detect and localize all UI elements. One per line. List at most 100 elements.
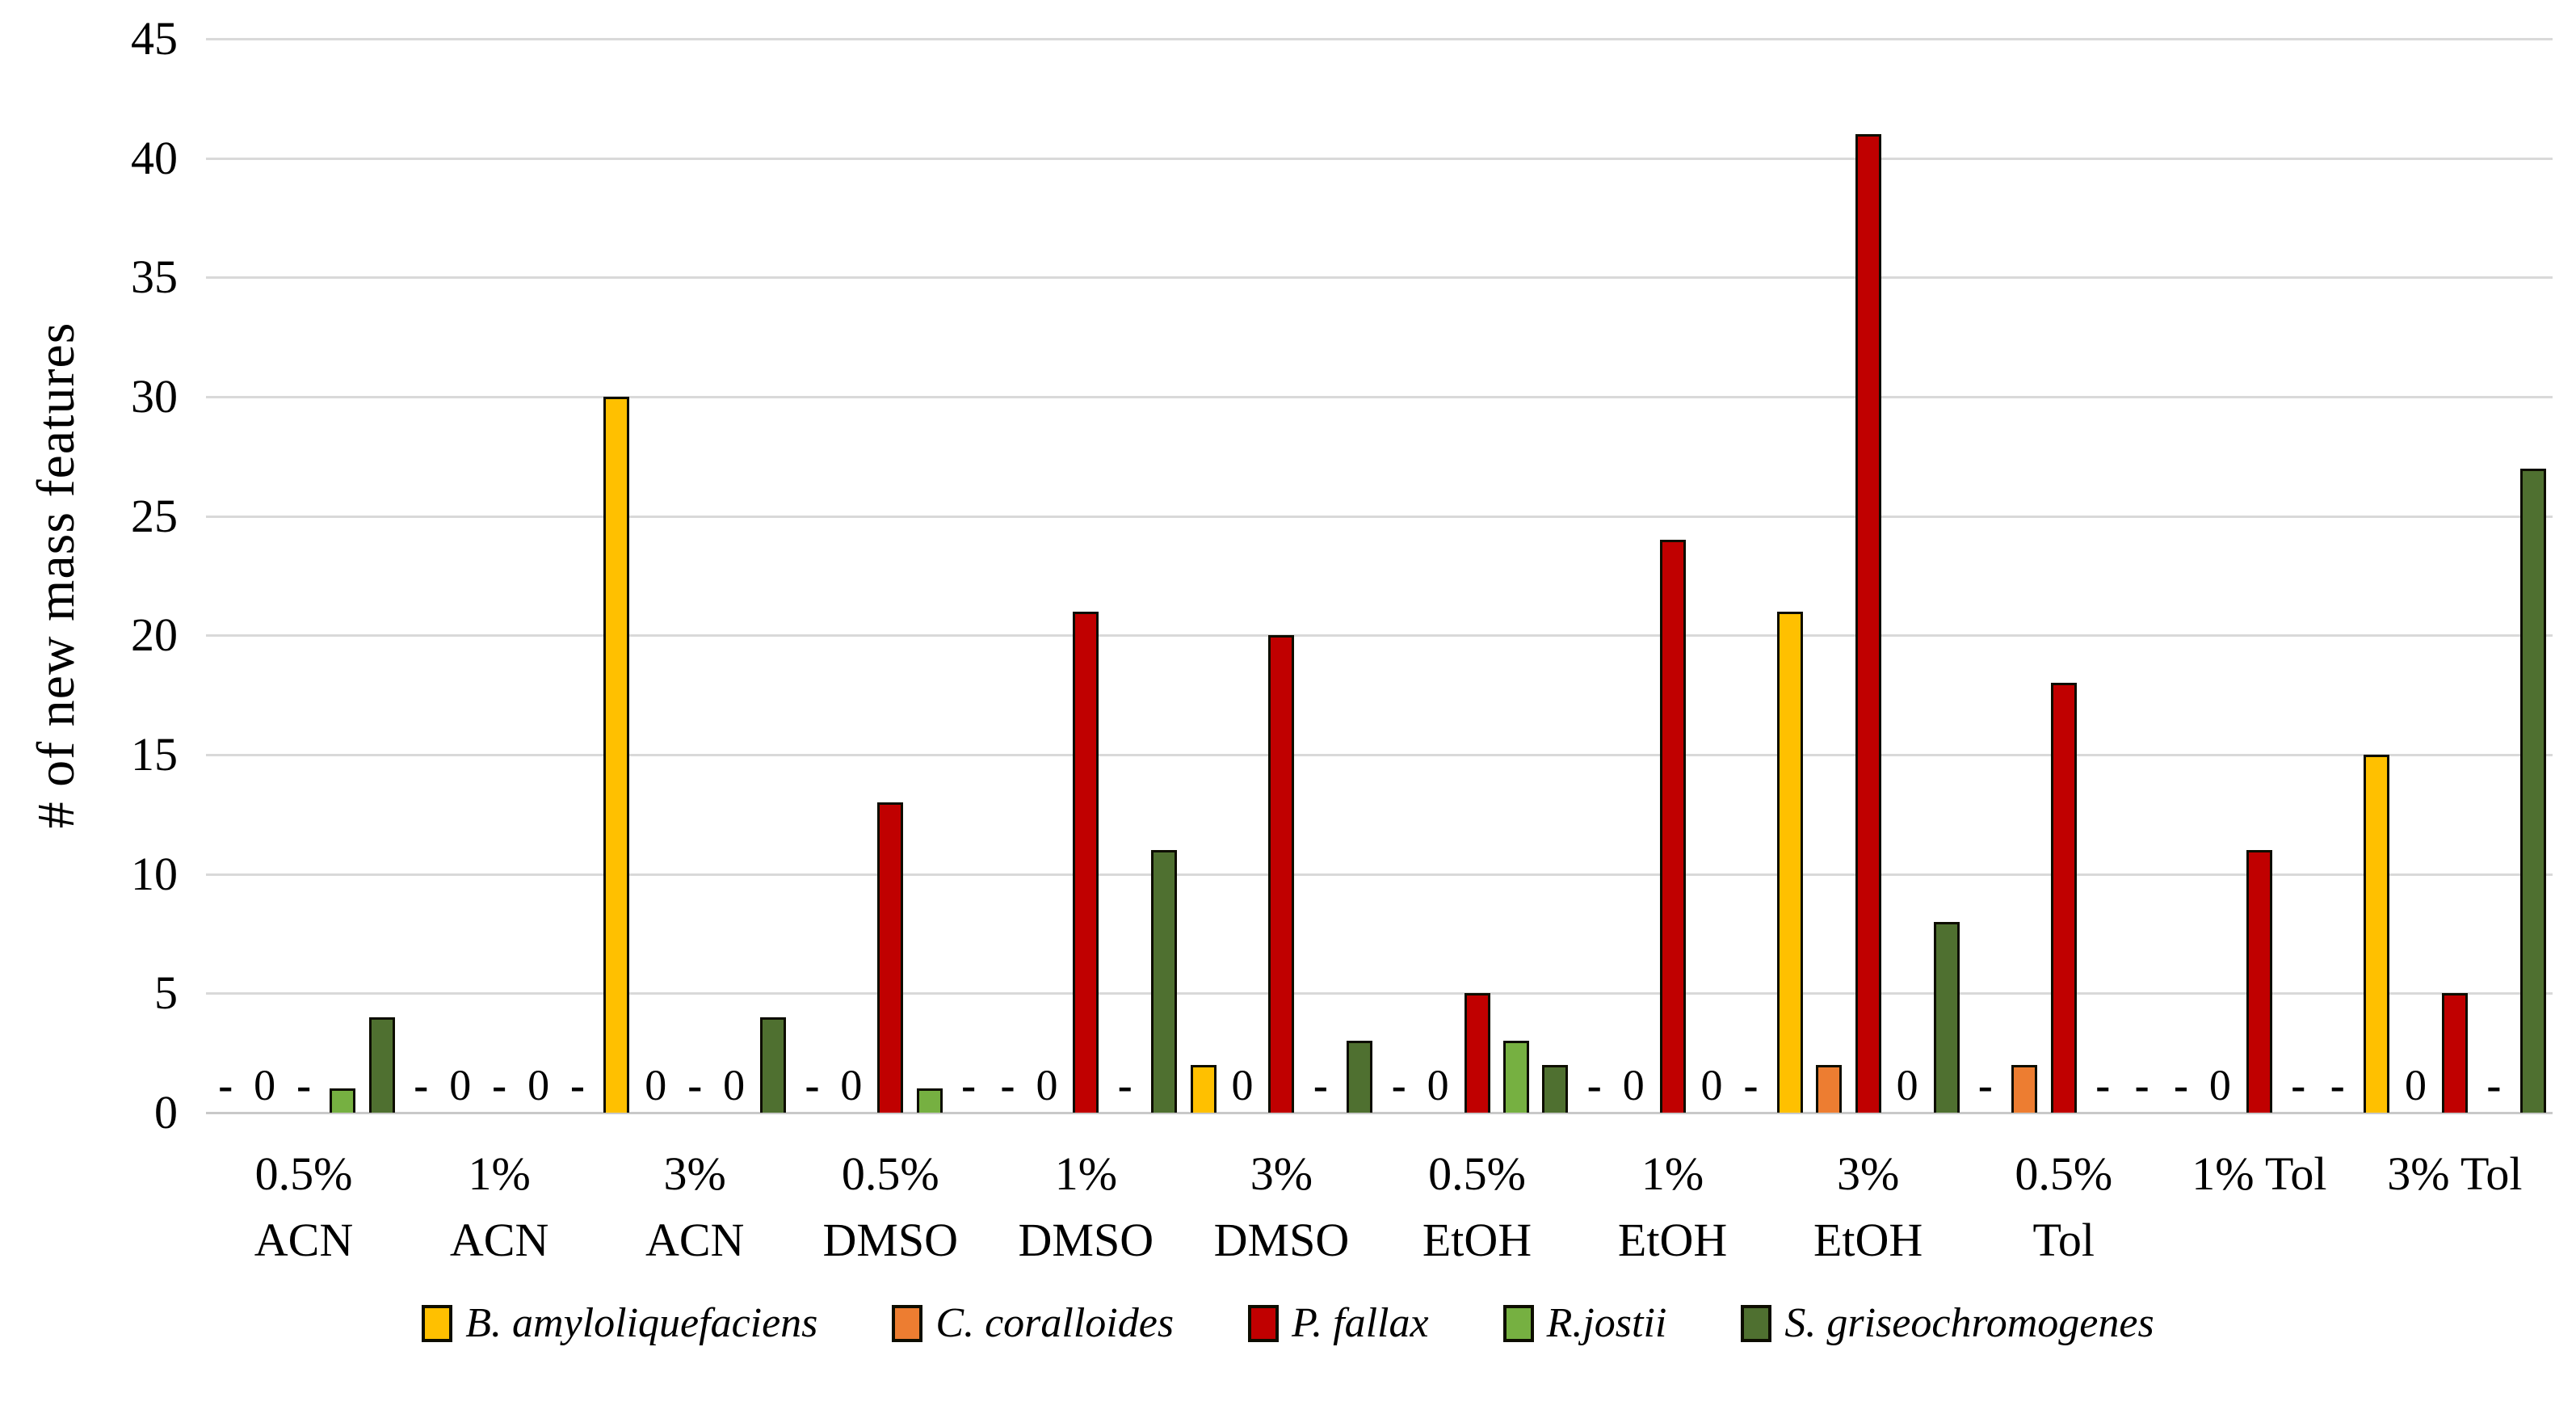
bar-slot [2005, 39, 2044, 1113]
bar [368, 1016, 395, 1113]
bar-slot [1066, 39, 1105, 1113]
bar [1502, 1041, 1529, 1113]
y-tick-label: 45 [131, 12, 178, 65]
x-category-label: 0.5% ACN [206, 1141, 401, 1273]
missing-value-label: - [1977, 1061, 1993, 1109]
bar-group: 0 [1771, 39, 1966, 1113]
x-category-label: 0.5% Tol [1966, 1141, 2162, 1273]
bar-slots: --- [1966, 39, 2162, 1113]
missing-value-label: - [687, 1061, 703, 1109]
bar-slot: - [2122, 39, 2161, 1113]
bar-slot [1457, 39, 1496, 1113]
bar-slot [1653, 39, 1691, 1113]
legend-swatch-icon [1741, 1304, 1772, 1342]
x-category-label-line: 0.5% [2015, 1147, 2113, 1200]
bar-slot: - [792, 39, 831, 1113]
bar-group: --- [1966, 39, 2162, 1113]
bar [1268, 635, 1295, 1113]
bar-slot [1183, 39, 1222, 1113]
bar-group: 0-0 [597, 39, 792, 1113]
bar-slot [2044, 39, 2083, 1113]
bar-slot: 0 [2396, 39, 2435, 1113]
x-category-label-line: 1% Tol [2191, 1147, 2327, 1200]
bar-slot: 0 [1027, 39, 1066, 1113]
y-tick-label: 35 [131, 250, 178, 304]
missing-value-label: - [492, 1061, 507, 1109]
bar-slot: - [1966, 39, 2005, 1113]
legend-item: P. fallax [1248, 1299, 1429, 1347]
x-category-label-line: DMSO [1018, 1214, 1154, 1266]
zero-value-label: 0 [1036, 1061, 1058, 1109]
bar-slot [363, 39, 401, 1113]
bar [2011, 1064, 2038, 1113]
x-category-label-line: ACN [254, 1214, 354, 1266]
bar-slot: - [1301, 39, 1340, 1113]
zero-value-label: 0 [2208, 1061, 2231, 1109]
bar-slot: - [1731, 39, 1770, 1113]
bar-group: -0 [1379, 39, 1574, 1113]
bar-slot: 0 [245, 39, 284, 1113]
gridline [206, 157, 2553, 160]
bar [1151, 850, 1178, 1113]
bar-slot [1927, 39, 1965, 1113]
bar [877, 802, 904, 1113]
x-category-label: 0.5% EtOH [1379, 1141, 1574, 1273]
bar-slot: - [2083, 39, 2122, 1113]
bar-slot: - [1575, 39, 1614, 1113]
bar [916, 1088, 943, 1113]
bar-slot: 0 [1888, 39, 1927, 1113]
bar-slots: -0 [1379, 39, 1574, 1113]
bar-slot: - [284, 39, 323, 1113]
y-tick-label: 15 [131, 728, 178, 781]
x-category-label-line: DMSO [1213, 1214, 1350, 1266]
bar-slot: - [401, 39, 440, 1113]
legend-swatch-icon [892, 1304, 923, 1342]
bar [1855, 134, 1881, 1113]
bar [330, 1088, 356, 1113]
bar [2519, 468, 2546, 1113]
x-category-label: 1% DMSO [988, 1141, 1183, 1273]
missing-value-label: - [1313, 1061, 1328, 1109]
missing-value-label: - [218, 1061, 233, 1109]
bar-slot: 0 [637, 39, 675, 1113]
legend-item: R.jostii [1502, 1299, 1666, 1347]
missing-value-label: - [2134, 1061, 2149, 1109]
missing-value-label: - [961, 1061, 977, 1109]
x-category-label: 3% DMSO [1183, 1141, 1379, 1273]
bar-slot: 0 [714, 39, 753, 1113]
gridline [206, 276, 2553, 280]
bar-slot: 0 [1614, 39, 1653, 1113]
bar [603, 397, 630, 1113]
x-category-label: 3% Tol [2357, 1141, 2553, 1273]
bar-slot: 0 [1223, 39, 1262, 1113]
bar-slot: - [2474, 39, 2513, 1113]
gridline [206, 38, 2553, 40]
missing-value-label: - [2291, 1061, 2306, 1109]
x-category-label-line: 0.5% [1428, 1147, 1526, 1200]
bar-slots: -0-- [2162, 39, 2357, 1113]
bar [1073, 611, 1099, 1113]
zero-value-label: 0 [1231, 1061, 1254, 1109]
x-category-label-line: 1% [468, 1147, 531, 1200]
x-category-label: 0.5% DMSO [792, 1141, 988, 1273]
legend-item: B. amyloliquefaciens [422, 1299, 817, 1347]
missing-value-label: - [1117, 1061, 1133, 1109]
missing-value-label: - [569, 1061, 585, 1109]
bar-slot [910, 39, 949, 1113]
bar-slot [1771, 39, 1809, 1113]
gridline [206, 992, 2553, 995]
x-axis-line [206, 1112, 2553, 1114]
bar-group: -0- [988, 39, 1183, 1113]
bar-slot [2240, 39, 2279, 1113]
bar [1933, 921, 1960, 1113]
missing-value-label: - [1391, 1061, 1406, 1109]
y-tick-label: 30 [131, 370, 178, 423]
x-category-label-line: ACN [449, 1214, 549, 1266]
missing-value-label: - [1743, 1061, 1759, 1109]
bar-slot [1145, 39, 1183, 1113]
bar-group: -0-0- [401, 39, 597, 1113]
gridline [206, 634, 2553, 638]
